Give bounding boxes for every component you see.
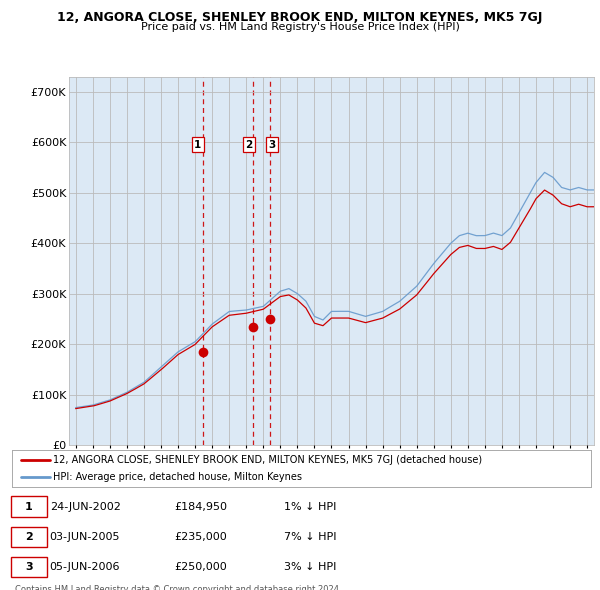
Text: 12, ANGORA CLOSE, SHENLEY BROOK END, MILTON KEYNES, MK5 7GJ: 12, ANGORA CLOSE, SHENLEY BROOK END, MIL… <box>58 11 542 24</box>
Text: £235,000: £235,000 <box>174 532 227 542</box>
Text: 2: 2 <box>245 140 253 150</box>
Text: 3% ↓ HPI: 3% ↓ HPI <box>284 562 337 572</box>
Text: HPI: Average price, detached house, Milton Keynes: HPI: Average price, detached house, Milt… <box>53 473 302 483</box>
Text: 7% ↓ HPI: 7% ↓ HPI <box>284 532 337 542</box>
Text: 3: 3 <box>25 562 32 572</box>
Text: £250,000: £250,000 <box>174 562 227 572</box>
Text: 1: 1 <box>194 140 202 150</box>
Text: Price paid vs. HM Land Registry's House Price Index (HPI): Price paid vs. HM Land Registry's House … <box>140 22 460 32</box>
FancyBboxPatch shape <box>11 557 47 578</box>
Text: 03-JUN-2005: 03-JUN-2005 <box>50 532 120 542</box>
Text: 05-JUN-2006: 05-JUN-2006 <box>50 562 120 572</box>
Text: 1% ↓ HPI: 1% ↓ HPI <box>284 502 337 512</box>
Text: 1: 1 <box>25 502 32 512</box>
Text: 24-JUN-2002: 24-JUN-2002 <box>50 502 121 512</box>
FancyBboxPatch shape <box>11 527 47 547</box>
Text: Contains HM Land Registry data © Crown copyright and database right 2024.: Contains HM Land Registry data © Crown c… <box>15 585 341 590</box>
Text: 3: 3 <box>269 140 276 150</box>
Text: 2: 2 <box>25 532 32 542</box>
Text: 12, ANGORA CLOSE, SHENLEY BROOK END, MILTON KEYNES, MK5 7GJ (detached house): 12, ANGORA CLOSE, SHENLEY BROOK END, MIL… <box>53 455 482 464</box>
FancyBboxPatch shape <box>11 496 47 517</box>
Text: £184,950: £184,950 <box>174 502 227 512</box>
